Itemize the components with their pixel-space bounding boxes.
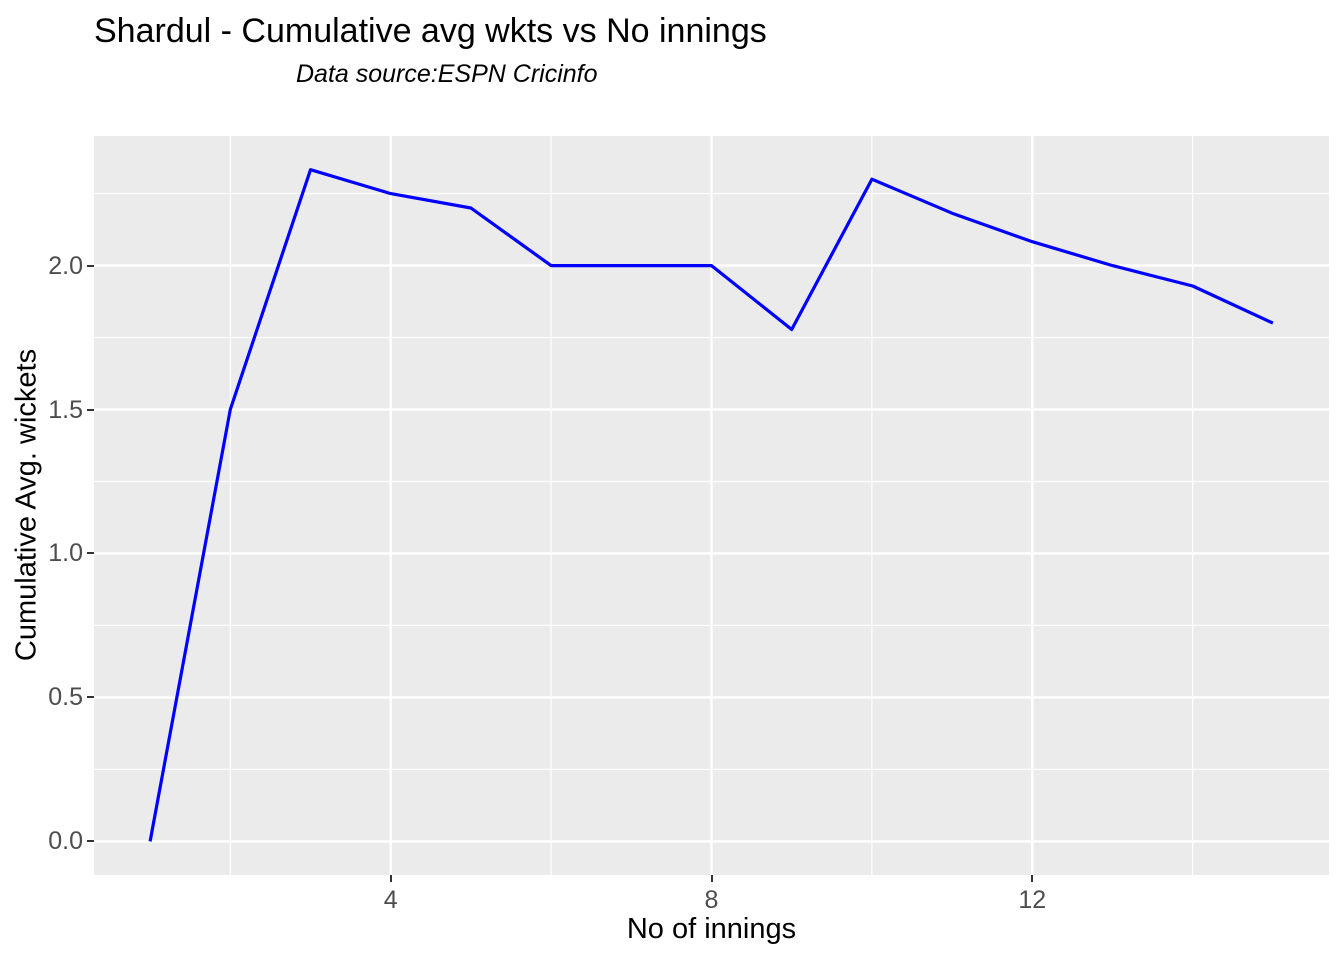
chart-title: Shardul - Cumulative avg wkts vs No inni… (94, 12, 767, 50)
x-tick-mark (1031, 875, 1034, 882)
y-tick-label: 0.5 (48, 683, 83, 712)
chart-subtitle: Data source:ESPN Cricinfo (296, 60, 598, 88)
plot-panel (94, 136, 1329, 875)
y-tick-mark (87, 696, 94, 699)
x-tick-mark (710, 875, 713, 882)
y-tick-label: 1.0 (48, 539, 83, 568)
line-plot-svg (94, 136, 1329, 875)
cumulative-avg-wickets-line (148, 168, 1274, 842)
y-tick-mark (87, 408, 94, 411)
y-tick-mark (87, 264, 94, 267)
y-tick-label: 2.0 (48, 251, 83, 280)
y-tick-label: 1.5 (48, 395, 83, 424)
y-tick-label: 0.0 (48, 827, 83, 856)
x-axis-title: No of innings (626, 913, 797, 945)
x-tick-mark (389, 875, 392, 882)
x-tick-label: 8 (704, 886, 719, 914)
x-tick-label: 12 (1018, 886, 1047, 914)
x-tick-label: 4 (383, 886, 398, 914)
y-tick-mark (87, 552, 94, 555)
y-tick-mark (87, 840, 94, 843)
